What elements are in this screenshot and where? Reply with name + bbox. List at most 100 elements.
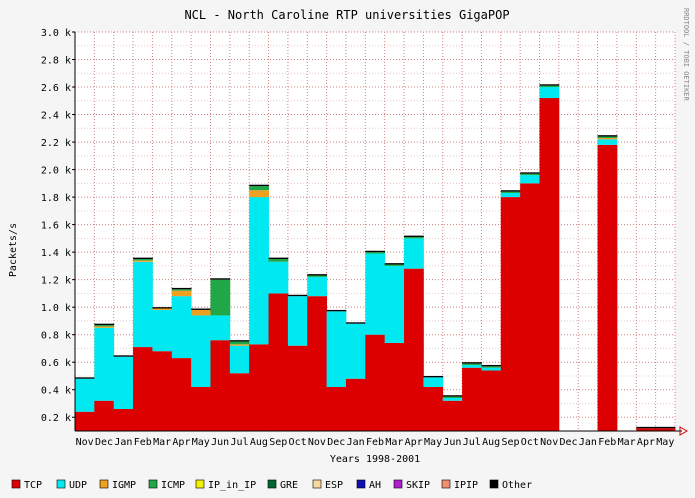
- bar-segment-udp: [404, 238, 424, 269]
- bar-segment-other: [171, 287, 192, 290]
- y-axis-label: Packets/s: [8, 223, 19, 277]
- bar-segment-tcp: [268, 293, 289, 431]
- bar-segment-tcp: [287, 345, 308, 431]
- bar-segment-other: [597, 135, 618, 137]
- bar-segment-icmp: [597, 136, 618, 138]
- bar-segment-udp: [539, 87, 560, 99]
- bar-segment-udp: [481, 367, 502, 371]
- x-tick-label: Mar: [618, 437, 636, 448]
- bar-segment-igmp: [133, 260, 153, 262]
- bar-segment-tcp: [404, 268, 424, 431]
- bar-segment-icmp: [481, 366, 502, 368]
- x-tick-label: Aug: [250, 437, 268, 448]
- bar-segment-tcp: [326, 386, 347, 431]
- bar-segment-tcp: [210, 340, 231, 431]
- x-tick-label: Jan: [347, 437, 365, 448]
- y-tick-label: 1.8 k: [41, 193, 71, 204]
- bar-segment-tcp: [191, 386, 211, 431]
- x-tick-label: Feb: [134, 437, 152, 448]
- legend-swatch: [489, 479, 499, 489]
- bar-segment-igmp: [597, 137, 618, 140]
- bar-segment-tcp: [152, 351, 173, 431]
- x-tick-label: Aug: [482, 437, 500, 448]
- bar-segment-other: [268, 257, 289, 260]
- bar-segment-udp: [326, 311, 347, 387]
- x-tick-label: May: [656, 437, 674, 448]
- y-tick-label: 1.2 k: [41, 276, 71, 287]
- x-tick-label: Oct: [289, 437, 307, 448]
- legend-label: Other: [502, 480, 532, 491]
- bars: [75, 84, 676, 432]
- y-tick-label: 1.4 k: [41, 248, 71, 259]
- bar-segment-other: [326, 309, 347, 312]
- bar-segment-tcp: [75, 411, 95, 431]
- x-tick-label: Jan: [579, 437, 597, 448]
- legend-swatch: [99, 479, 109, 489]
- bar-segment-udp: [191, 315, 211, 387]
- x-tick-label: May: [192, 437, 210, 448]
- legend-label: IPIP: [454, 480, 478, 491]
- bar-segment-tcp: [520, 183, 540, 431]
- bar-segment-udp: [249, 197, 269, 345]
- bar-segment-udp: [462, 364, 482, 368]
- side-credit: RRDTOOL / TOBI OETIKER: [682, 8, 690, 102]
- bar-segment-tcp: [539, 98, 560, 431]
- x-tick-label: Nov: [308, 437, 326, 448]
- bar-segment-icmp: [210, 279, 231, 316]
- bar-segment-tcp: [442, 400, 463, 431]
- bar-segment-tcp: [423, 386, 444, 431]
- bar-segment-tcp: [345, 378, 366, 431]
- y-tick-labels: 0.2 k 0.4 k 0.6 k 0.8 k 1.0 k 1.2 k 1.4 k 1.6 k…: [41, 28, 75, 424]
- bar-segment-udp: [442, 397, 463, 401]
- legend-label: ICMP: [161, 480, 185, 491]
- bar-segment-udp: [345, 323, 366, 379]
- bar-segment-icmp: [307, 275, 328, 277]
- legend-swatch: [267, 479, 277, 489]
- y-tick-label: 2.0 k: [41, 166, 71, 177]
- bar-segment-udp: [210, 315, 231, 341]
- y-tick-label: 2.4 k: [41, 111, 71, 122]
- x-tick-label: Apr: [172, 437, 190, 448]
- x-tick-label: Nov: [76, 437, 94, 448]
- x-axis-label: Years 1998-2001: [330, 454, 420, 465]
- bar-segment-other: [152, 307, 173, 309]
- bar-segment-icmp: [404, 237, 424, 239]
- bar-segment-udp: [365, 253, 386, 335]
- bar-segment-igmp: [191, 309, 211, 316]
- legend-label: UDP: [69, 480, 87, 491]
- bar-segment-tcp: [307, 296, 328, 431]
- x-tick-label: Sep: [501, 437, 519, 448]
- bar-segment-icmp: [94, 325, 115, 327]
- chart-title: NCL - North Caroline RTP universities Gi…: [184, 8, 509, 22]
- legend-label: ESP: [325, 480, 343, 491]
- bar-segment-tcp: [171, 358, 192, 431]
- bar-segment-icmp: [384, 264, 405, 266]
- bar-segment-igmp: [249, 190, 269, 198]
- bar-segment-icmp: [171, 289, 192, 291]
- x-tick-label: Dec: [327, 437, 345, 448]
- bar-segment-other: [481, 364, 502, 367]
- bar-segment-udp: [113, 356, 134, 409]
- x-tick-label: Feb: [366, 437, 384, 448]
- bar-segment-udp: [423, 377, 444, 387]
- legend-label: SKIP: [406, 480, 430, 491]
- y-tick-label: 3.0 k: [41, 28, 71, 39]
- bar-segment-udp: [597, 139, 618, 145]
- y-tick-label: 0.2 k: [41, 413, 71, 424]
- x-tick-label: Jun: [443, 437, 461, 448]
- x-tick-label: Jul: [230, 437, 248, 448]
- bar-segment-other: [442, 395, 463, 397]
- bar-segment-other: [636, 426, 657, 429]
- bar-segment-other: [423, 375, 444, 378]
- bar-segment-tcp: [462, 367, 482, 431]
- y-tick-label: 2.8 k: [41, 56, 71, 67]
- bar-segment-udp: [75, 378, 95, 412]
- x-tick-label: Jan: [114, 437, 132, 448]
- bar-segment-udp: [268, 261, 289, 294]
- x-tick-label: Nov: [540, 437, 558, 448]
- x-tick-label: Oct: [521, 437, 539, 448]
- bar-segment-other: [404, 235, 424, 238]
- x-tick-label: Dec: [95, 437, 113, 448]
- legend-label: IGMP: [112, 480, 136, 491]
